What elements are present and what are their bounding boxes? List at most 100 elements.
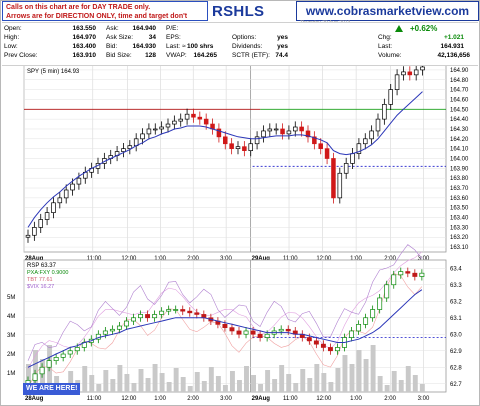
- x-tick-label: 3:00: [220, 396, 232, 402]
- open-value: 163.550: [72, 25, 97, 32]
- candle-body: [138, 314, 143, 319]
- volume-bar: [68, 371, 74, 392]
- x-tick-label: 1:00: [350, 396, 362, 402]
- x-tick-label: 12:00: [121, 256, 137, 262]
- candle-body: [377, 297, 383, 310]
- watermark-link[interactable]: www.cobrasmarketview.com: [296, 1, 479, 21]
- candle-body: [53, 357, 59, 362]
- prev-close-value: 163.910: [72, 52, 97, 59]
- candle-body: [257, 333, 263, 338]
- candle-body: [51, 202, 56, 213]
- candle-body: [187, 310, 193, 314]
- candle-body: [356, 143, 362, 154]
- candle-body: [39, 366, 45, 375]
- volume-bar: [33, 350, 38, 392]
- x-tick-label: 11:00: [283, 396, 298, 402]
- y-tick-label: 163.80: [450, 176, 469, 182]
- disclaimer-line-1: Calls on this chart are for DAY TRADE on…: [6, 4, 151, 11]
- x-tick-label: 28Aug: [25, 396, 44, 402]
- x-tick-label: 2:00: [384, 396, 396, 402]
- candle-body: [60, 353, 66, 358]
- y-tick-label: 164.60: [450, 97, 469, 103]
- volume-bar: [180, 377, 186, 392]
- x-tick-label: 28Aug: [25, 256, 44, 262]
- candle-body: [222, 324, 228, 329]
- upper-legend: SPY (5 min) 164.93: [27, 69, 80, 75]
- volume-bar: [237, 380, 242, 392]
- candle-body: [420, 66, 425, 71]
- candle-body: [394, 74, 400, 90]
- overlay-series-line: [27, 251, 423, 370]
- candle-body: [343, 163, 349, 174]
- volume-bar: [391, 371, 397, 392]
- y-tick-label: 163.30: [450, 225, 469, 231]
- pct-change: +0.62%: [410, 24, 438, 33]
- candle-body: [356, 324, 362, 332]
- candle-body: [165, 123, 171, 128]
- candle-body: [184, 113, 190, 120]
- volume-bar: [222, 385, 228, 392]
- pe-label: P/E:: [166, 25, 179, 32]
- volume-bar: [40, 359, 45, 392]
- candle-body: [419, 272, 425, 277]
- dividends-label: Dividends:: [232, 43, 263, 50]
- x-tick-label: 1:00: [350, 256, 362, 262]
- x-tick-label: 2:00: [384, 256, 396, 262]
- volume-bar: [363, 359, 369, 392]
- volume-bar: [117, 365, 123, 392]
- ask-label: Ask:: [106, 25, 119, 32]
- volume-bar: [384, 385, 390, 392]
- volume-bar: [342, 355, 348, 392]
- volume-bar: [279, 365, 285, 392]
- candle-body: [124, 320, 129, 327]
- candle-body: [312, 136, 317, 145]
- disclaimer-box: Calls on this chart are for DAY TRADE on…: [2, 1, 208, 29]
- lower-legend-ratio: PXA:FXY 0.9000: [27, 270, 68, 276]
- candle-body: [382, 104, 387, 120]
- candle-body: [116, 325, 122, 330]
- candle-body: [285, 328, 291, 332]
- volume-bar: [335, 368, 341, 392]
- candle-body: [25, 234, 31, 238]
- x-tick-label: 11:00: [87, 396, 102, 402]
- volume-bar: [314, 364, 320, 392]
- candle-body: [38, 219, 43, 228]
- candle-body: [363, 138, 368, 145]
- candle-body: [121, 148, 126, 152]
- candle-body: [229, 143, 234, 150]
- volume-bar: [103, 370, 109, 392]
- candle-body: [401, 71, 406, 76]
- bid-size-value: 128: [145, 52, 156, 59]
- x-tick-label: 29Aug: [252, 396, 271, 402]
- candle-body: [102, 330, 108, 335]
- candle-body: [375, 118, 381, 132]
- volume-bar: [377, 376, 383, 392]
- sctr-label: SCTR (ETF):: [232, 52, 270, 59]
- volume-value: 42,136,656: [437, 52, 470, 59]
- candle-body: [405, 271, 411, 274]
- candle-body: [166, 309, 172, 312]
- plot-area-1: [23, 259, 447, 393]
- volume-bar: [159, 373, 165, 392]
- volume-bar: [194, 372, 200, 392]
- y-tick-label: 164.10: [450, 147, 469, 153]
- volume-bar: [307, 378, 313, 392]
- candle-body: [306, 337, 312, 342]
- x-tick-label: 3:00: [220, 256, 232, 262]
- last-label: Last:: [378, 43, 393, 50]
- candle-body: [173, 309, 179, 311]
- y-tick-label: 163.70: [450, 186, 469, 192]
- candle-body: [159, 126, 164, 130]
- prev-close-label: Prev Close:: [4, 52, 38, 59]
- candle-body: [76, 177, 82, 185]
- lower-legend-vix: $VIX 16.27: [27, 284, 54, 290]
- volume-bar: [138, 369, 144, 392]
- y-tick-label: 163.20: [450, 235, 469, 241]
- candle-body: [152, 314, 158, 319]
- candle-body: [203, 118, 209, 125]
- volume-bar: [272, 379, 278, 392]
- volume-label: Volume:: [378, 52, 402, 59]
- volume-bar: [293, 383, 299, 392]
- y-tick-label: 164.20: [450, 137, 469, 143]
- candle-body: [248, 143, 253, 151]
